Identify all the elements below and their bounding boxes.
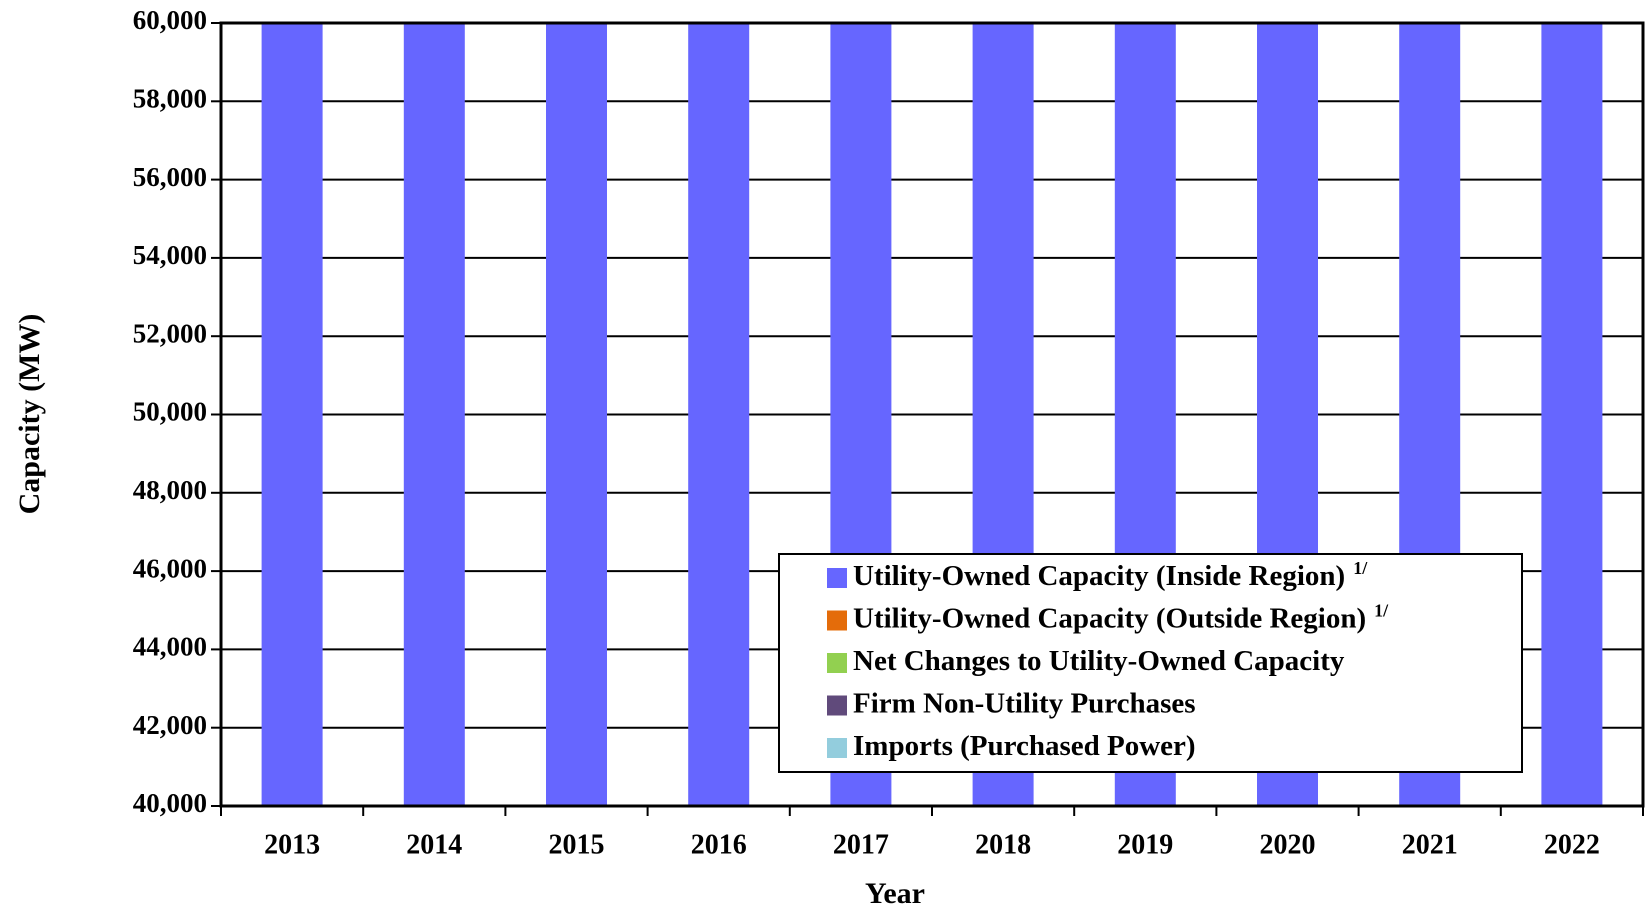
- y-tick-label: 48,000: [133, 475, 207, 505]
- y-tick-label: 42,000: [133, 710, 207, 740]
- y-tick-label: 50,000: [133, 397, 207, 427]
- x-tick-label: 2016: [691, 829, 747, 860]
- x-axis-title: Year: [865, 877, 925, 910]
- y-tick-label: 54,000: [133, 240, 207, 270]
- x-tick-label: 2015: [549, 829, 605, 860]
- legend-text: Firm Non-Utility Purchases: [853, 687, 1196, 719]
- legend-superscript: 1/: [1374, 601, 1389, 621]
- legend-text: Utility-Owned Capacity (Outside Region): [853, 602, 1366, 634]
- y-axis-title: Capacity (MW): [13, 314, 46, 515]
- y-tick-label: 40,000: [133, 788, 207, 818]
- legend-text: Net Changes to Utility-Owned Capacity: [853, 645, 1345, 677]
- legend-label: Imports (Purchased Power): [853, 730, 1196, 762]
- x-tick-label: 2014: [406, 829, 462, 860]
- legend-swatch: [827, 568, 847, 588]
- legend-swatch: [827, 738, 847, 758]
- bar-segment: [546, 23, 607, 806]
- legend-label: Firm Non-Utility Purchases: [853, 687, 1196, 719]
- bar-segment: [1541, 23, 1603, 806]
- bar-segment: [261, 23, 323, 806]
- x-tick-label: 2020: [1260, 829, 1316, 860]
- x-tick-label: 2022: [1544, 829, 1600, 860]
- x-tick-label: 2013: [264, 829, 320, 860]
- x-tick-label: 2018: [975, 829, 1031, 860]
- y-tick-label: 58,000: [133, 84, 207, 114]
- legend-swatch: [827, 610, 847, 631]
- legend-label: Net Changes to Utility-Owned Capacity: [853, 645, 1345, 677]
- bar-segment: [403, 23, 465, 806]
- bar-segment: [688, 23, 750, 806]
- legend-swatch: [827, 695, 847, 716]
- legend-swatch: [827, 653, 847, 673]
- plot-frame: [219, 21, 1645, 808]
- legend-text: Imports (Purchased Power): [853, 730, 1196, 762]
- legend-label: Utility-Owned Capacity (Inside Region) 1/: [853, 558, 1368, 592]
- y-tick-label: 56,000: [133, 162, 207, 192]
- legend-label: Utility-Owned Capacity (Outside Region) 1…: [853, 601, 1389, 635]
- legend-box: [778, 553, 1523, 773]
- y-tick-label: 52,000: [133, 318, 207, 348]
- x-tick-label: 2019: [1117, 829, 1173, 860]
- legend-superscript: 1/: [1353, 558, 1368, 578]
- y-tick-label: 44,000: [133, 632, 207, 662]
- x-tick-label: 2021: [1402, 829, 1458, 860]
- y-tick-label: 46,000: [133, 553, 207, 583]
- x-tick-label: 2017: [833, 829, 889, 860]
- legend-text: Utility-Owned Capacity (Inside Region): [853, 560, 1345, 592]
- y-tick-label: 60,000: [133, 5, 207, 35]
